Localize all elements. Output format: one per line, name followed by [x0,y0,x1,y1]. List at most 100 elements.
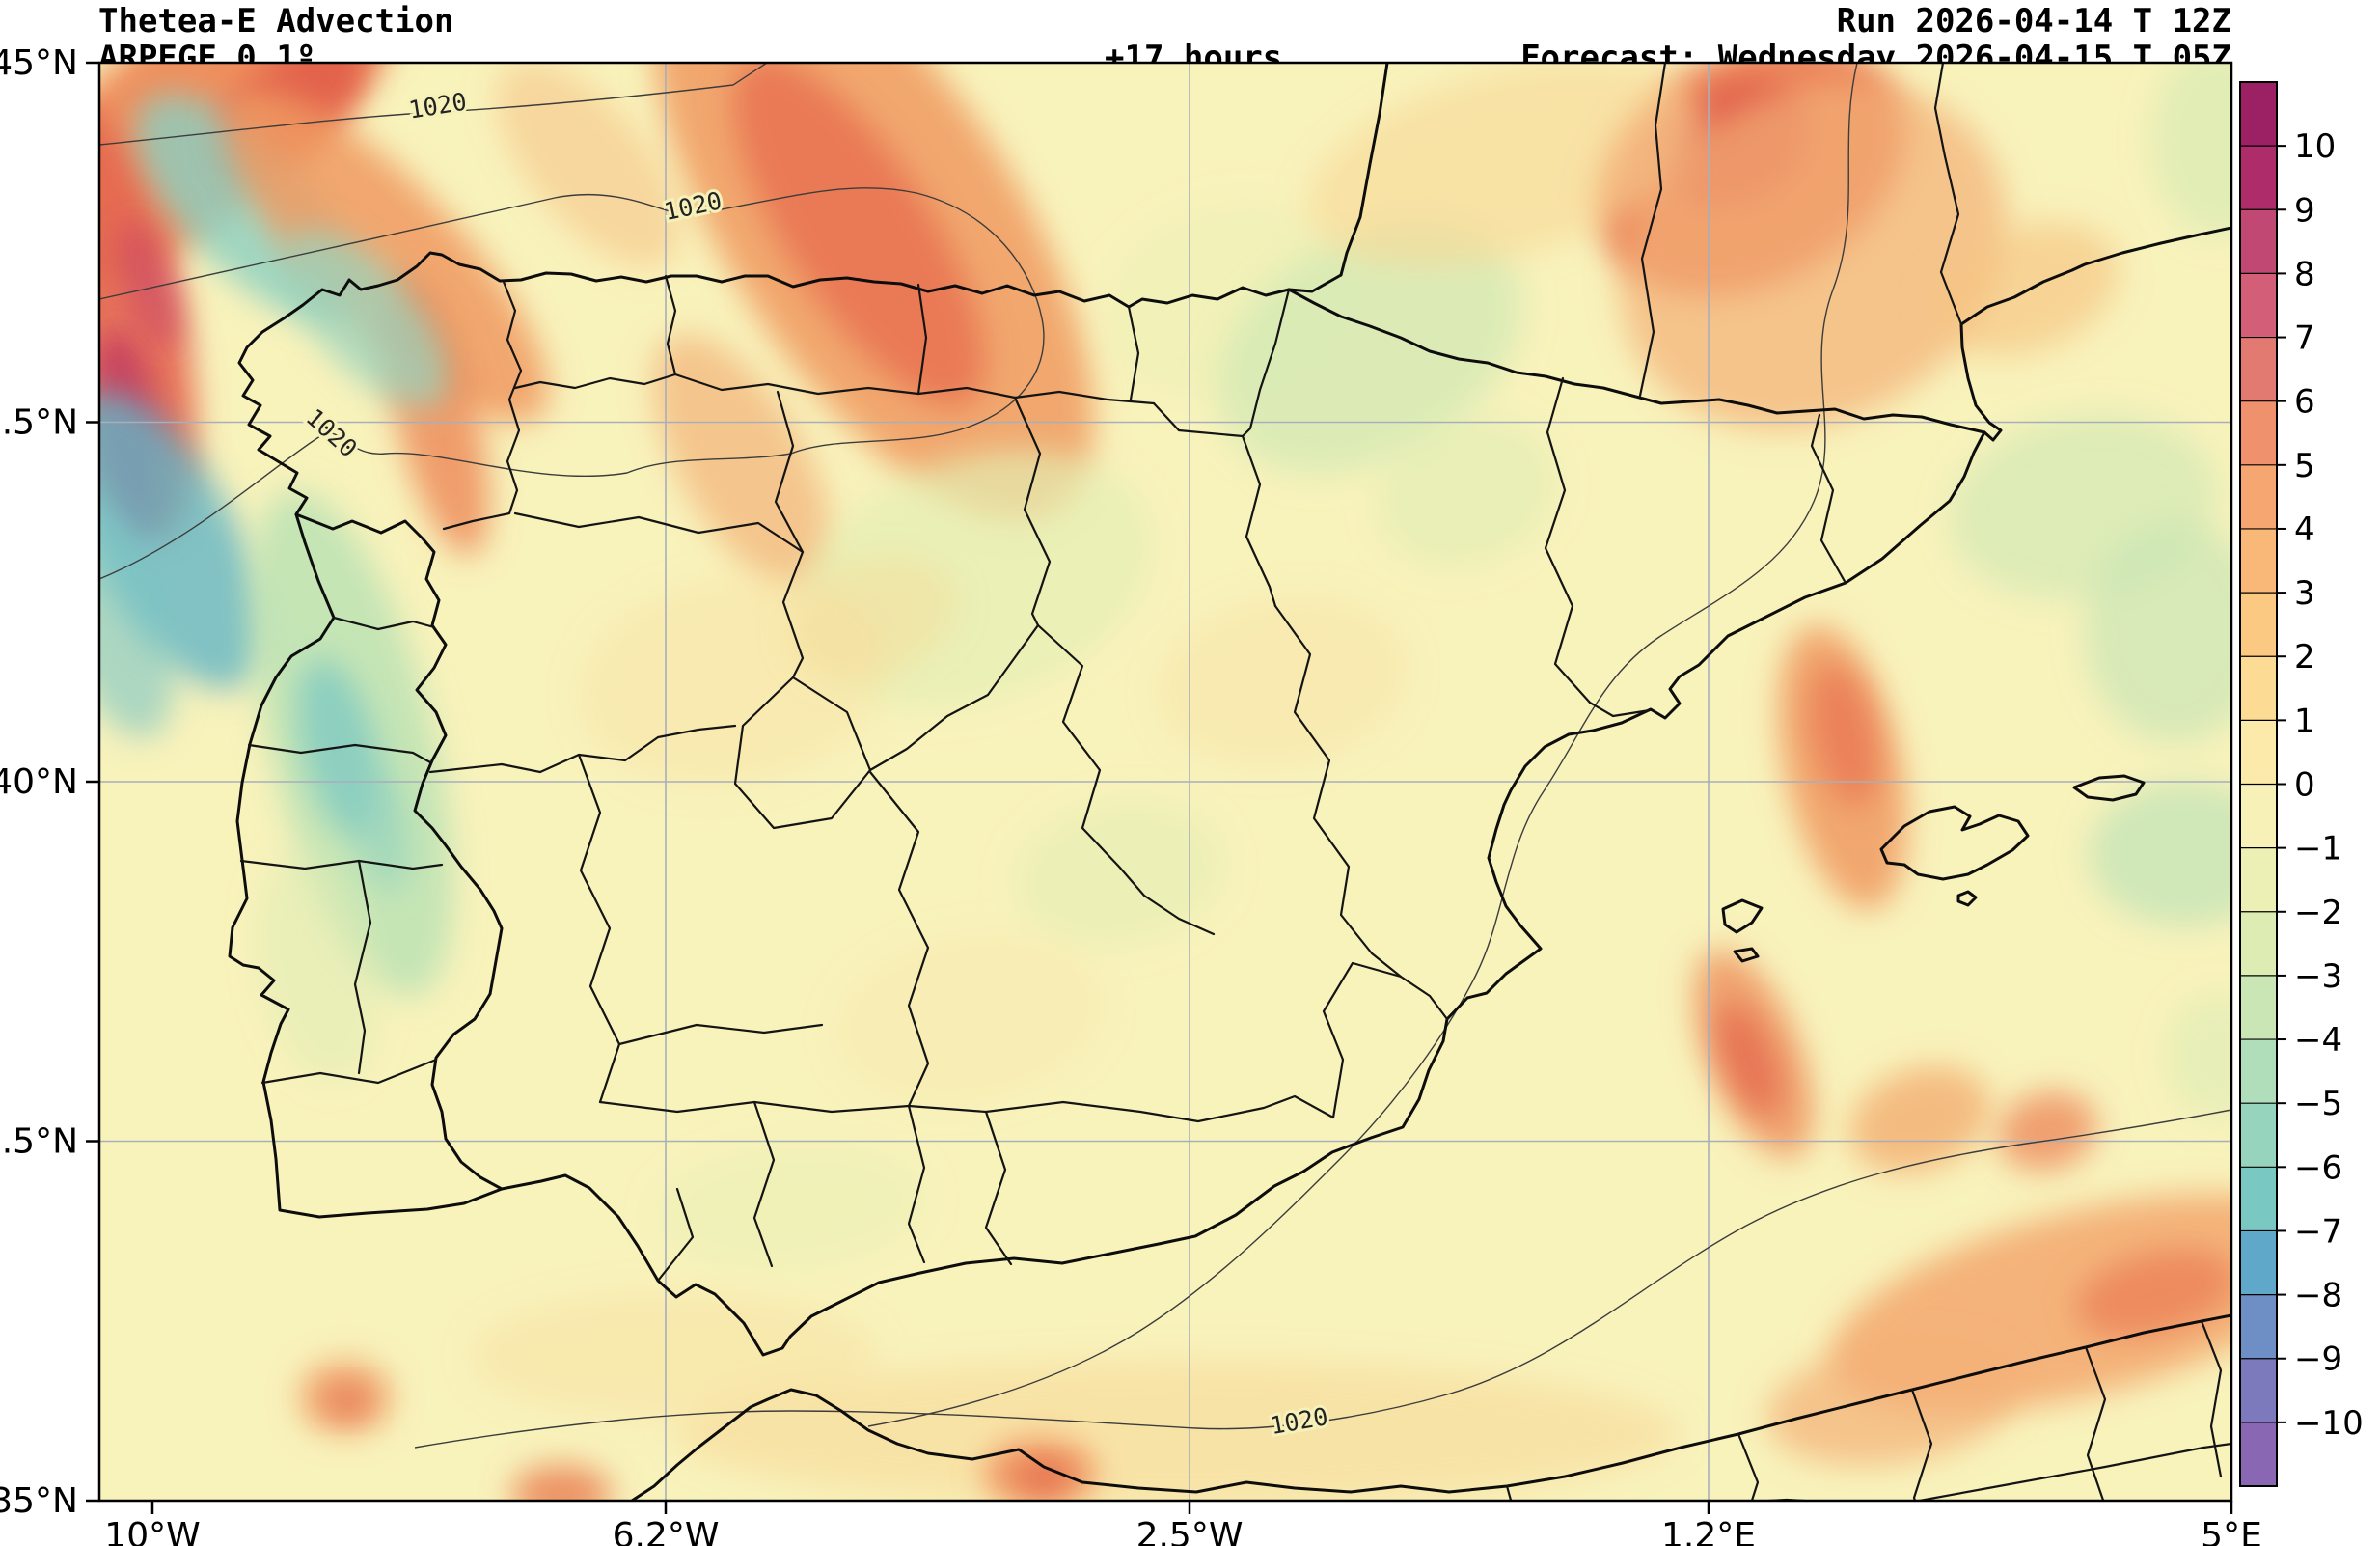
advection-field-blob [223,88,549,424]
colorbar-tick-label: −2 [2294,894,2342,932]
district-border [260,1058,438,1085]
province-border [868,623,1040,772]
africa-border [1737,1432,1760,1501]
latitude-tick-label: 37.5°N [0,1122,78,1162]
advection-field-blob [675,1361,1679,1501]
coastline-border-layer [228,63,2231,1501]
district-border [353,859,372,1075]
french-mediterranean-coastline [1959,226,2231,442]
advection-field-blob [1217,221,1523,474]
province-border [1810,413,1847,585]
advection-field-blob [1307,63,1703,267]
isobar-east-meander [867,63,1858,1427]
colorbar-segment [2240,146,2277,210]
advection-field-blob [1013,799,1225,948]
advection-field-blob [1997,1091,2097,1171]
longitude-tick-label: 10°W [104,1516,200,1546]
mallorca-coastline [1879,805,2030,881]
portugal-spain-border [294,512,504,1191]
colorbar-tick-label: 2 [2294,638,2315,676]
colorbar-tick-label: 4 [2294,511,2315,549]
formentera-coastline [1733,947,1760,963]
advection-field-blob [1849,1065,1990,1173]
advection-field-blob [652,334,834,593]
advection-field-blob [2075,1249,2231,1338]
advection-field-blob [99,497,175,738]
colorbar-segment [2240,209,2277,274]
advection-field-blob [2089,782,2231,926]
advection-field-blob [656,1143,926,1270]
province-border [656,1187,695,1283]
province-border [1241,288,1291,438]
colorbar-segment [2240,400,2277,466]
advection-field-blob [2084,521,2231,743]
french-atlantic-coastline [1339,63,1389,277]
colorbar-segment [2240,82,2277,147]
longitude-tick-label: 1.2°E [1661,1516,1756,1546]
colorbar-segment [2240,847,2277,913]
colorbar-tick-label: 6 [2294,383,2315,422]
colorbar-segment [2240,337,2277,402]
africa-border [2200,1319,2223,1478]
colorbar-tick-label: 10 [2294,127,2336,166]
longitude-tick-label: 5°E [2201,1516,2262,1546]
colorbar-tick-label: 8 [2294,255,2315,293]
advection-field-blob [2166,994,2231,1119]
colorbar-tick-label: −1 [2294,830,2342,869]
advection-field-blob [1620,81,2008,430]
colorbar-segment [2240,1294,2277,1360]
run-datetime-label: Run 2026-04-14 T 12Z [1836,2,2231,41]
province-border [1544,376,1652,718]
advection-field-blob [1765,1341,2016,1467]
colorbar-segment [2240,1039,2277,1104]
colorbar-tick-label: −3 [2294,957,2342,996]
province-border [1036,623,1216,936]
advection-field-layer [99,63,2231,1501]
advection-field-blob [496,63,681,267]
colorbar-tick-label: −8 [2294,1277,2342,1315]
colorbar-tick-label: 7 [2294,319,2315,358]
province-border [1152,401,1277,608]
advection-field-blob [1159,596,1408,764]
chart-title: Thetea-E Advection [98,2,454,41]
colorbar-tick-label: −5 [2294,1085,2342,1123]
advection-field-blob [1811,664,1878,807]
colorbar-segment [2240,1230,2277,1296]
colorbar-tick-label: 0 [2294,766,2315,805]
advection-field-blob [2151,63,2231,236]
colorbar-tick-label: −10 [2294,1404,2364,1443]
latitude-tick-label: 40°N [0,762,78,802]
colorbar-tick-label: −7 [2294,1212,2342,1251]
pyrenees-border [1287,288,1986,434]
graticule-layer [99,63,2231,1501]
africa-coastline [630,1313,2231,1501]
advection-field-blob [99,391,264,690]
advection-field-blob [326,1386,369,1417]
latitude-tick-label: 45°N [0,43,78,83]
district-border [332,616,436,631]
colorbar-tick-label: −9 [2294,1340,2342,1379]
france-department-border [1933,63,1963,326]
isobar-1020-south [414,1109,2231,1449]
colorbar-segment [2240,720,2277,785]
province-border [442,280,523,531]
africa-border [1505,1484,1513,1501]
colorbar-tick-label: −6 [2294,1148,2342,1187]
advection-field-blob [283,229,451,408]
isobar-1020-northwest [99,63,768,146]
advection-field-blob [835,933,1104,1103]
district-border [247,743,432,764]
province-border [916,283,928,396]
province-border [1322,961,1449,1119]
colorbar-segment [2240,911,2277,977]
cabrera-coastline [1956,890,1978,907]
province-border [598,1094,1335,1123]
colorbar-segment [2240,528,2277,594]
colorbar-tick-label: −4 [2294,1021,2342,1060]
province-border [984,1110,1013,1266]
longitude-tick-label: 2.5°W [1136,1516,1244,1546]
province-border [907,1104,926,1264]
